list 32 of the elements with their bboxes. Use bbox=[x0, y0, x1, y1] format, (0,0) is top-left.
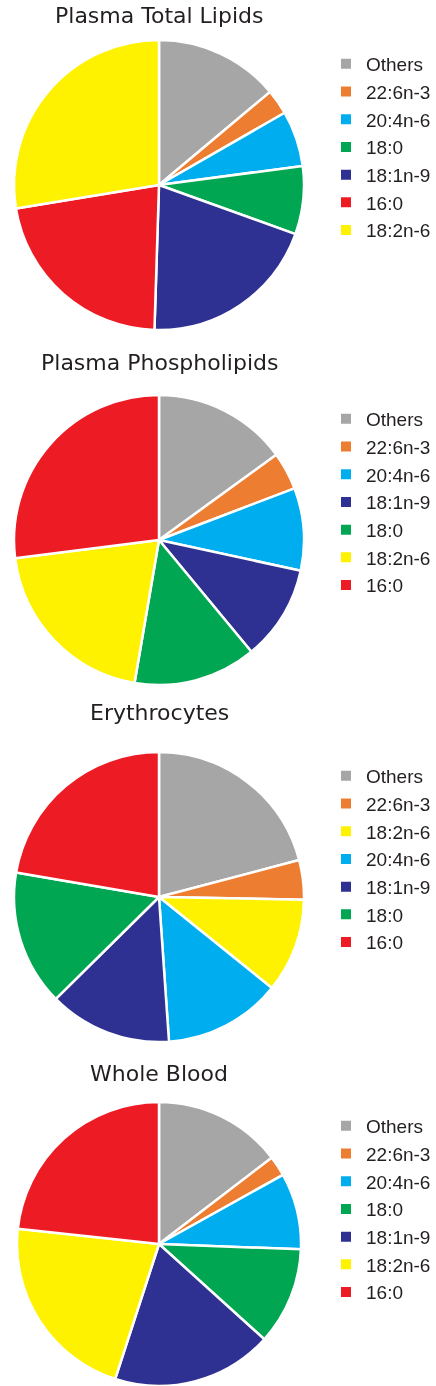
legend-label: 22:6n-3 bbox=[366, 793, 431, 815]
legend-label: 18:0 bbox=[366, 520, 403, 542]
legend-label: 20:4n-6 bbox=[366, 109, 431, 131]
legend-label: 18:0 bbox=[366, 1199, 403, 1221]
legend-label: 16:0 bbox=[366, 1282, 403, 1304]
legend-label: 18:1n-9 bbox=[366, 877, 431, 899]
legend-label: Others bbox=[366, 1116, 424, 1138]
legend-label: 20:4n-6 bbox=[366, 849, 431, 871]
legend-label: Others bbox=[366, 766, 424, 788]
legend-label: 18:2n-6 bbox=[366, 547, 431, 569]
legend-label: 18:1n-9 bbox=[366, 492, 431, 514]
legend-label: 18:0 bbox=[366, 904, 403, 926]
legend-label: 18:2n-6 bbox=[366, 1254, 431, 1276]
legend-label: 22:6n-3 bbox=[366, 1143, 431, 1165]
chart-title: Whole Blood bbox=[90, 1061, 228, 1086]
legend-label: 18:2n-6 bbox=[366, 220, 431, 242]
legend-label: 22:6n-3 bbox=[366, 81, 431, 103]
legend-label: Others bbox=[366, 54, 424, 76]
legend-label: 18:0 bbox=[366, 137, 403, 159]
legend-label: 18:1n-9 bbox=[366, 165, 431, 187]
legend-label: 22:6n-3 bbox=[366, 436, 431, 458]
legend-label: 20:4n-6 bbox=[366, 1171, 431, 1193]
chart-title: Plasma Total Lipids bbox=[55, 3, 264, 28]
legend-label: 18:1n-9 bbox=[366, 1227, 431, 1249]
chart-title: Erythrocytes bbox=[90, 700, 230, 725]
legend-label: 16:0 bbox=[366, 192, 403, 214]
legend-label: 16:0 bbox=[366, 932, 403, 954]
legend-label: 20:4n-6 bbox=[366, 464, 431, 486]
legend-label: 18:2n-6 bbox=[366, 821, 431, 843]
chart-title: Plasma Phospholipids bbox=[41, 350, 279, 375]
legend-label: Others bbox=[366, 409, 424, 431]
legend-label: 16:0 bbox=[366, 575, 403, 597]
